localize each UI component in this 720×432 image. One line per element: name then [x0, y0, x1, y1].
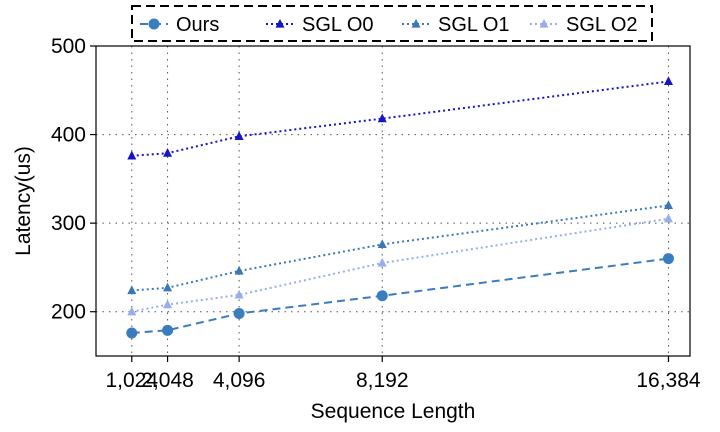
legend-label-ours: Ours [176, 14, 219, 36]
data-point-sgl-o1 [377, 239, 387, 249]
plot-frame [95, 45, 691, 357]
data-point-ours [662, 253, 674, 265]
data-point-sgl-o2 [127, 306, 137, 316]
x-tick-label: 8,192 [356, 369, 409, 392]
data-point-sgl-o0 [163, 147, 173, 157]
legend-label-sgl-o1: SGL O1 [438, 14, 510, 36]
data-point-ours [233, 307, 245, 319]
legend-marker-sgl-o0 [275, 18, 285, 28]
data-point-ours [376, 290, 388, 302]
series-sgl-o1 [127, 200, 673, 295]
y-tick-label: 300 [51, 212, 86, 235]
data-point-ours [162, 324, 174, 336]
series-line-sgl-o1 [131, 204, 669, 292]
series-line-ours [131, 257, 669, 334]
data-point-sgl-o1 [663, 200, 673, 210]
series-line-sgl-o0 [131, 80, 669, 157]
legend-frame [131, 5, 653, 42]
series-ours [126, 253, 674, 339]
y-tick-label: 500 [51, 35, 86, 58]
legend-marker-ours [148, 18, 160, 30]
x-tick-label: 1,024 [105, 369, 158, 392]
x-axis-label: Sequence Length [311, 400, 476, 423]
data-point-sgl-o0 [234, 131, 244, 140]
x-tick-label: 2,048 [141, 369, 194, 392]
legend-label-sgl-o2: SGL O2 [566, 14, 638, 36]
legend-marker-sgl-o2 [539, 18, 549, 28]
data-point-sgl-o0 [127, 150, 137, 160]
series-group [126, 76, 674, 339]
data-point-sgl-o0 [663, 76, 673, 86]
legend-label-sgl-o0: SGL O0 [302, 14, 374, 36]
data-point-sgl-o2 [663, 213, 673, 223]
y-tick-label: 400 [51, 124, 86, 147]
data-point-sgl-o1 [127, 285, 137, 295]
y-tick-label: 200 [51, 301, 86, 324]
x-tick-label: 4,096 [213, 369, 266, 392]
data-point-sgl-o0 [377, 113, 387, 123]
series-line-sgl-o2 [131, 217, 669, 313]
data-point-sgl-o2 [163, 299, 173, 309]
legend-marker-sgl-o1 [411, 18, 421, 28]
data-point-sgl-o2 [234, 289, 244, 299]
series-sgl-o2 [127, 213, 673, 316]
data-point-sgl-o1 [234, 265, 244, 275]
data-point-sgl-o1 [163, 282, 173, 292]
data-point-ours [126, 327, 138, 339]
series-sgl-o0 [127, 76, 673, 160]
x-tick-label: 16,384 [636, 369, 701, 392]
y-axis-label: Latency(us) [12, 146, 35, 256]
grid-lines [96, 45, 690, 356]
data-point-sgl-o2 [377, 257, 387, 267]
legend: Ours SGL O0 SGL O1 SGL O2 [131, 5, 653, 42]
